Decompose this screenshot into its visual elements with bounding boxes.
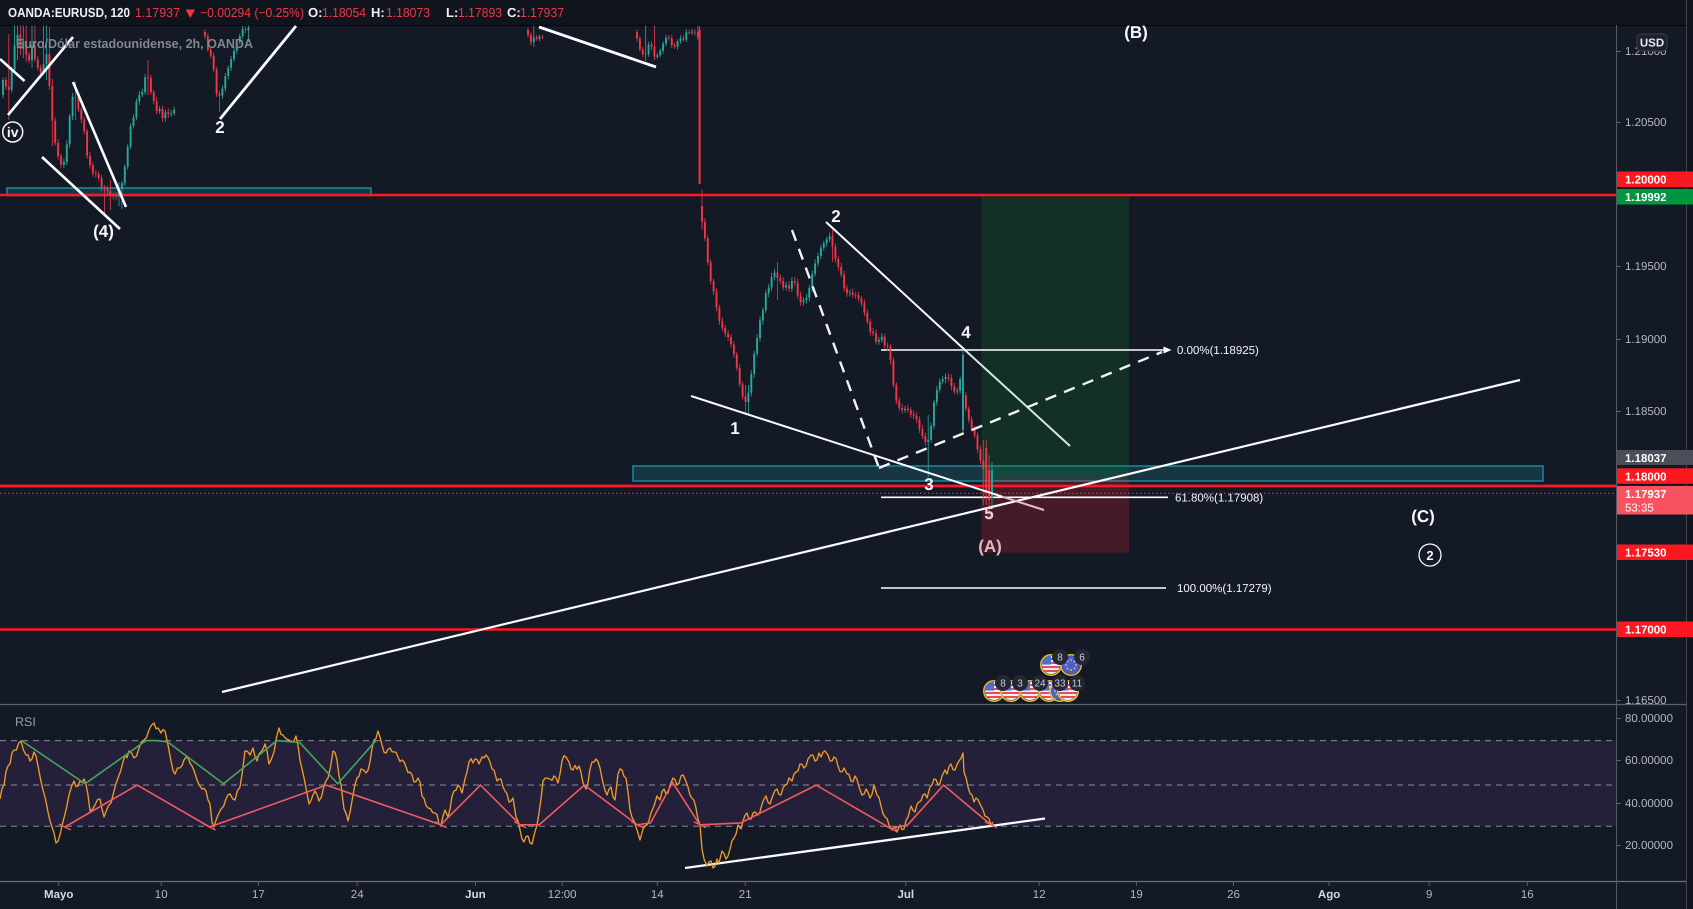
- svg-text:33: 33: [1054, 679, 1066, 690]
- svg-text:1.19000: 1.19000: [1625, 334, 1667, 346]
- svg-text:1.16500: 1.16500: [1625, 695, 1667, 707]
- svg-text:1.18037: 1.18037: [1625, 453, 1667, 465]
- svg-text:Euro/Dólar estadounidense, 2h,: Euro/Dólar estadounidense, 2h, OANDA: [16, 36, 254, 51]
- svg-text:6: 6: [1079, 653, 1085, 664]
- svg-text:2: 2: [215, 118, 224, 137]
- svg-text:12: 12: [1033, 889, 1046, 901]
- svg-text:1.18054: 1.18054: [322, 5, 366, 20]
- svg-text:L:: L:: [446, 5, 458, 20]
- svg-text:4: 4: [961, 323, 971, 342]
- svg-text:20.00000: 20.00000: [1625, 840, 1673, 852]
- svg-text:1: 1: [730, 419, 739, 438]
- svg-text:9: 9: [1426, 889, 1432, 901]
- svg-text:1.17937: 1.17937: [1625, 489, 1667, 501]
- svg-text:3: 3: [1017, 679, 1023, 690]
- svg-text:14: 14: [651, 889, 664, 901]
- svg-text:1.18500: 1.18500: [1625, 406, 1667, 418]
- svg-text:(C): (C): [1411, 507, 1435, 526]
- svg-text:24: 24: [1034, 679, 1046, 690]
- svg-text:1.18000: 1.18000: [1625, 471, 1667, 483]
- svg-text:2: 2: [831, 207, 840, 226]
- svg-text:60.00000: 60.00000: [1625, 755, 1673, 767]
- svg-text:1.17937: 1.17937: [520, 5, 564, 20]
- svg-text:8: 8: [1000, 679, 1006, 690]
- svg-text:1.17937: 1.17937: [135, 5, 180, 20]
- svg-text:(B): (B): [1124, 23, 1148, 42]
- svg-text:iv: iv: [7, 124, 19, 140]
- svg-text:100.00%(1.17279): 100.00%(1.17279): [1177, 583, 1272, 595]
- svg-text:USD: USD: [1640, 38, 1664, 50]
- svg-text:2: 2: [1426, 548, 1433, 563]
- svg-text:17: 17: [252, 889, 265, 901]
- svg-text:Jun: Jun: [465, 889, 485, 901]
- svg-text:3: 3: [924, 475, 933, 494]
- svg-text:RSI: RSI: [15, 715, 36, 729]
- svg-text:61.80%(1.17908): 61.80%(1.17908): [1175, 493, 1263, 505]
- svg-text:26: 26: [1227, 889, 1240, 901]
- svg-text:(4): (4): [93, 222, 114, 241]
- svg-text:H:: H:: [371, 5, 385, 20]
- svg-text:1.19500: 1.19500: [1625, 261, 1667, 273]
- svg-text:1.17893: 1.17893: [458, 5, 502, 20]
- svg-text:Ago: Ago: [1318, 889, 1340, 901]
- svg-text:19: 19: [1130, 889, 1143, 901]
- svg-text:C:: C:: [507, 5, 521, 20]
- svg-text:24: 24: [351, 889, 364, 901]
- svg-text:16: 16: [1521, 889, 1534, 901]
- svg-text:80.00000: 80.00000: [1625, 713, 1673, 725]
- svg-text:Mayo: Mayo: [44, 889, 73, 901]
- svg-text:21: 21: [739, 889, 752, 901]
- svg-text:1.19992: 1.19992: [1625, 192, 1667, 204]
- svg-text:5: 5: [984, 504, 993, 523]
- svg-text:12:00: 12:00: [548, 889, 577, 901]
- svg-text:53:35: 53:35: [1625, 503, 1654, 515]
- svg-text:O:: O:: [308, 5, 322, 20]
- svg-text:11: 11: [1072, 679, 1083, 690]
- svg-text:40.00000: 40.00000: [1625, 798, 1673, 810]
- svg-text:0.00%(1.18925): 0.00%(1.18925): [1177, 345, 1259, 357]
- svg-text:8: 8: [1057, 653, 1063, 664]
- svg-text:(A): (A): [978, 537, 1002, 556]
- svg-text:10: 10: [155, 889, 168, 901]
- svg-text:1.18073: 1.18073: [386, 5, 430, 20]
- svg-text:OANDA:EURUSD, 120: OANDA:EURUSD, 120: [8, 5, 130, 20]
- svg-text:Jul: Jul: [897, 889, 914, 901]
- svg-text:1.20500: 1.20500: [1625, 117, 1667, 129]
- svg-text:−0.00294 (−0.25%): −0.00294 (−0.25%): [200, 5, 304, 20]
- svg-text:1.17000: 1.17000: [1625, 625, 1667, 637]
- svg-text:1.20000: 1.20000: [1625, 175, 1667, 187]
- svg-text:1.17530: 1.17530: [1625, 548, 1667, 560]
